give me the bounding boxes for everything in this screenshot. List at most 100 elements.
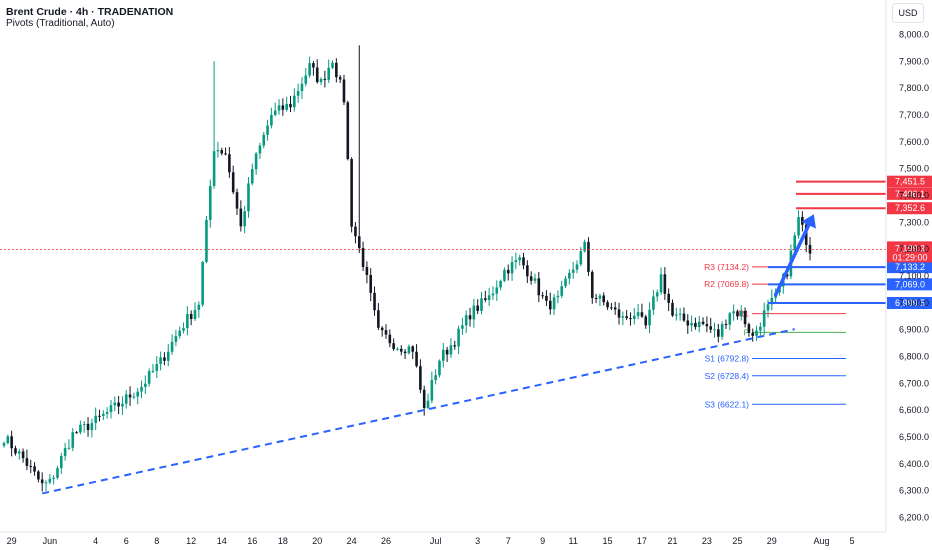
candle-body [537,278,541,296]
candle-body [736,311,739,317]
candle-body [247,183,250,212]
candle-body [258,145,262,154]
x-tick-label: 17 [637,536,647,546]
candle-body [10,436,13,449]
x-tick-label: 18 [278,536,288,546]
x-tick-label: 9 [540,536,545,546]
last-price-tag [887,241,932,263]
candle-body [231,172,235,193]
candle-body [40,479,44,484]
x-tick-label: 4 [93,536,98,546]
symbol-title[interactable]: Brent Crude · 4h · TRADENATION [6,6,174,18]
candle-body [327,67,330,80]
candle-body [694,322,697,328]
candle-body [21,451,25,459]
pivot-label-p: P [743,327,749,337]
pivot-label-r2: R2 (7069.8) [704,279,749,289]
drawings: 7,451.5 7,406.1 7,352.6 7,133.2 7,069.0 6,999… [0,175,932,495]
y-tick-label: 7,400.0 [899,191,929,201]
y-tick-label: 6,900.0 [899,325,929,335]
candle-body [6,436,10,444]
candle-body [476,305,479,311]
y-tick-label: 8,000.0 [899,29,929,39]
y-tick-label: 7,900.0 [899,56,929,66]
candle-body [667,293,670,303]
candle-body [644,316,648,326]
candle-body [243,211,246,227]
pivot-label-s1: S1 (6792.8) [705,353,750,363]
candle-body [728,313,732,325]
candle-body [98,415,101,417]
candle-body [151,370,155,372]
candle-body [804,224,808,245]
candle-body [335,62,338,78]
candle-body [533,278,537,281]
candle-body [270,114,273,126]
resistance-tag [887,175,932,188]
y-tick-label: 7,300.0 [899,217,929,227]
candle-body [590,271,594,299]
candle-body [75,432,78,434]
x-tick-label: 16 [247,536,257,546]
candle-body [132,396,136,398]
candle-body [415,351,418,367]
candle-body [491,293,495,296]
candle-body [560,286,564,296]
candle-body [575,264,579,270]
candle-body [128,394,132,398]
candle-body [579,251,583,265]
candle-body [37,471,40,480]
y-tick-label: 7,500.0 [899,164,929,174]
candle-body [201,261,204,305]
candle-body [545,295,548,301]
x-tick-label: 6 [124,536,129,546]
y-tick-label: 6,600.0 [899,405,929,415]
candle-body [797,216,800,236]
candle-body [67,447,71,449]
y-tick-label: 6,200.0 [899,513,929,523]
candle-body [487,295,491,300]
candle-body [610,307,613,309]
candle-body [522,257,525,266]
candle-body [29,465,33,467]
candle-body [464,315,468,326]
candle-body [709,326,712,330]
y-tick-label: 6,400.0 [899,459,929,469]
candle-body [598,295,602,299]
candle-body [94,415,97,424]
candle-body [377,310,380,328]
candle-body [140,386,143,392]
y-tick-label: 7,800.0 [899,83,929,93]
candle-body [235,192,239,209]
candle-body [392,343,395,350]
candle-body [251,169,254,184]
candle-body [346,102,350,160]
candle-body [82,423,86,425]
candle-body [296,91,300,96]
support-tag [887,261,932,274]
x-tick-label: 21 [667,536,677,546]
currency-button[interactable]: USD [892,3,924,23]
candle-body [147,371,151,384]
candle-body [90,423,94,430]
candle-body [212,151,216,186]
x-tick-label: 24 [347,536,357,546]
candle-body [675,314,678,316]
trendline [41,328,795,495]
candle-body [109,405,113,412]
candle-body [625,316,628,319]
candle-body [136,391,139,397]
candle-body [25,458,29,466]
candle-body [671,302,674,316]
candle-body [701,321,705,325]
candle-body [503,269,506,281]
candle-body [113,402,117,406]
x-tick-label: 29 [767,536,777,546]
candle-body [338,77,342,80]
candle-body [655,292,659,297]
candle-body [174,336,178,342]
indicator-label[interactable]: Pivots (Traditional, Auto) [6,18,115,29]
candle-body [262,134,266,146]
